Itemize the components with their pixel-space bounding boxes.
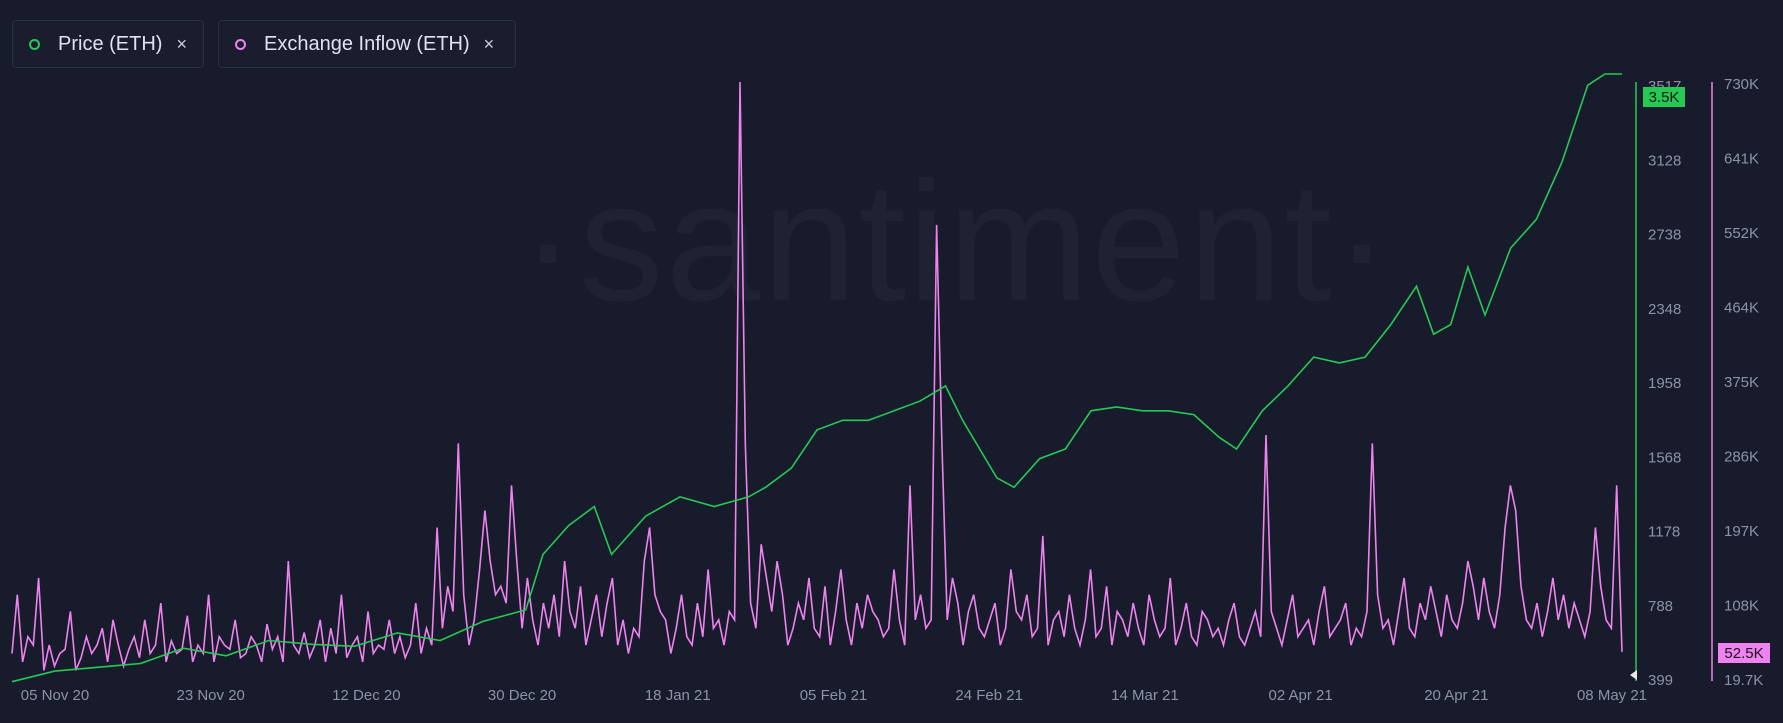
x-tick-label: 30 Dec 20 — [488, 687, 556, 704]
x-tick-label: 20 Apr 21 — [1424, 687, 1488, 704]
price-tick-label: 1178 — [1648, 524, 1680, 541]
price-current-badge — [1643, 87, 1685, 107]
inflow-current-label: 52.5K — [1724, 645, 1763, 662]
price-series-icon — [29, 38, 40, 50]
x-tick-label: 18 Jan 21 — [645, 687, 711, 704]
price-current-label: 3.5K — [1649, 89, 1680, 106]
close-icon[interactable]: × — [176, 33, 187, 54]
price-tick-label: 399 — [1648, 672, 1673, 689]
plot-area — [11, 73, 1623, 683]
x-tick-label: 23 Nov 20 — [177, 687, 245, 704]
inflow-tick-label: 641K — [1724, 151, 1759, 168]
price-tick-label: 788 — [1648, 598, 1673, 615]
price-tick-label: 3128 — [1648, 152, 1681, 169]
close-icon[interactable]: × — [483, 33, 495, 54]
inflow-tick-label: 197K — [1724, 523, 1759, 540]
price-series-line — [11, 73, 1622, 683]
watermark: ·santiment· — [520, 147, 1392, 337]
x-tick-label: 02 Apr 21 — [1268, 687, 1332, 704]
inflow-tick-label: 552K — [1724, 225, 1759, 242]
inflow-tick-label: 108K — [1724, 598, 1759, 615]
price-tick-label: 1568 — [1648, 449, 1681, 466]
legend-price-label: Price (ETH) — [58, 32, 163, 55]
inflow-series-icon — [235, 38, 246, 50]
inflow-tick-label: 464K — [1724, 300, 1759, 317]
x-tick-label: 05 Feb 21 — [800, 687, 868, 704]
x-tick-label: 05 Nov 20 — [21, 687, 89, 704]
price-tick-label: 2738 — [1648, 227, 1681, 244]
legend-inflow-label: Exchange Inflow (ETH) — [264, 32, 470, 55]
price-tick-label: 2348 — [1648, 301, 1681, 318]
axes: 3517312827382348195815681178788399730K64… — [21, 76, 1770, 704]
inflow-tick-label: 286K — [1724, 449, 1759, 466]
inflow-tick-label: 375K — [1724, 374, 1759, 391]
inflow-tick-label: 19.7K — [1724, 672, 1763, 689]
price-tick-label: 1958 — [1648, 375, 1681, 392]
inflow-tick-label: 730K — [1724, 76, 1759, 93]
inflow-current-badge — [1718, 643, 1770, 663]
x-tick-label: 14 Mar 21 — [1111, 687, 1179, 704]
legend-price-chip[interactable]: Price (ETH) × — [12, 20, 204, 68]
inflow-series-line — [11, 81, 1623, 671]
x-tick-label: 24 Feb 21 — [955, 687, 1023, 704]
legend-inflow-chip[interactable]: Exchange Inflow (ETH) × — [218, 20, 516, 68]
x-tick-label: 12 Dec 20 — [332, 687, 400, 704]
axis-pointer-icon — [1630, 670, 1637, 680]
x-tick-label: 08 May 21 — [1577, 687, 1647, 704]
